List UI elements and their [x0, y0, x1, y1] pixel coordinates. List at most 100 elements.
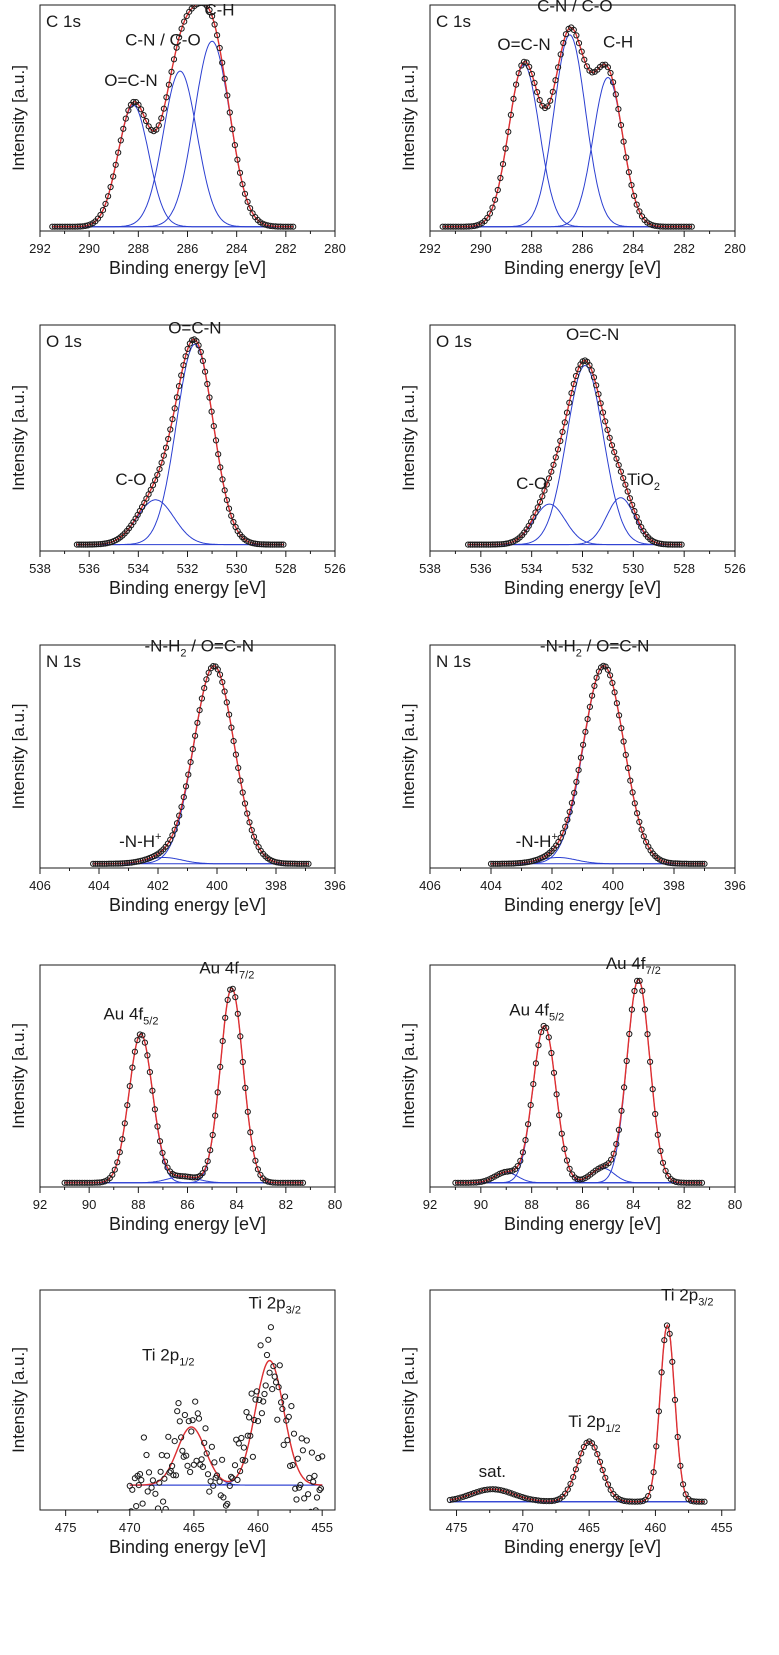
data-point — [167, 426, 174, 433]
x-tick-label: 290 — [78, 241, 100, 256]
data-point — [492, 541, 499, 548]
data-point — [581, 56, 588, 63]
data-point — [102, 540, 109, 547]
data-point — [185, 1418, 192, 1425]
peak-label-1-main: C-O — [115, 470, 146, 489]
data-point — [175, 383, 183, 390]
data-point — [228, 512, 235, 519]
data-point — [298, 1435, 305, 1442]
data-point — [203, 1450, 210, 1457]
data-point — [663, 1322, 671, 1329]
data-point — [631, 987, 638, 995]
data-point — [627, 777, 634, 784]
data-point — [566, 399, 573, 406]
data-point — [465, 541, 472, 548]
data-point — [513, 81, 520, 88]
component-curve-1 — [52, 70, 294, 228]
data-point — [170, 1472, 177, 1479]
data-point — [525, 1121, 532, 1128]
data-point — [249, 1145, 256, 1152]
data-point — [593, 382, 600, 389]
data-point — [171, 405, 178, 412]
peak-label-2: Ti 2p3/2 — [661, 1285, 713, 1308]
plot-area — [452, 977, 706, 1186]
data-point — [460, 1493, 467, 1500]
peak-label-1-main: Ti 2p — [568, 1412, 605, 1431]
plot-frame — [429, 4, 736, 232]
x-axis-label: Binding energy [eV] — [504, 895, 661, 915]
data-point — [621, 1084, 628, 1091]
data-point — [162, 1505, 169, 1510]
data-point — [124, 1102, 131, 1109]
data-point — [552, 454, 559, 461]
data-point — [203, 676, 210, 683]
data-point — [523, 859, 531, 866]
x-tick-label: 82 — [279, 1197, 293, 1212]
data-point — [109, 1171, 116, 1178]
data-point — [139, 1032, 146, 1039]
data-point — [612, 91, 619, 98]
data-point — [94, 860, 101, 867]
data-point — [172, 1472, 180, 1479]
data-point — [208, 408, 215, 415]
data-point — [631, 508, 638, 515]
data-point — [247, 205, 254, 212]
data-point — [133, 858, 140, 865]
peak-label-1-main: C-N / C-O — [125, 31, 201, 50]
data-point — [263, 1351, 271, 1359]
data-point — [607, 69, 614, 77]
data-point — [80, 541, 87, 548]
component-curve-0 — [76, 343, 284, 546]
core-level-label: O 1s — [436, 332, 472, 351]
plot-area — [49, 5, 297, 230]
x-axis-label: Binding energy [eV] — [109, 258, 266, 278]
data-point — [199, 1463, 206, 1471]
core-level-label: C 1s — [46, 12, 81, 31]
x-tick-label: 404 — [480, 878, 502, 893]
data-point — [517, 1157, 524, 1164]
data-point — [680, 1481, 687, 1488]
data-point — [244, 198, 251, 205]
data-point — [284, 860, 292, 867]
peak-label-1: Ti 2p1/2 — [568, 1412, 620, 1435]
data-point — [571, 789, 578, 797]
data-point — [211, 1459, 218, 1466]
data-point — [189, 1417, 196, 1424]
data-point — [246, 1414, 253, 1421]
data-point — [568, 390, 575, 397]
data-point — [247, 1129, 254, 1136]
x-tick-label: 84 — [626, 1197, 640, 1212]
core-level-label: O 1s — [46, 332, 82, 351]
data-point — [499, 860, 506, 867]
data-point — [269, 541, 276, 548]
data-point — [192, 1398, 199, 1405]
x-tick-label: 526 — [324, 561, 346, 576]
data-point — [102, 200, 109, 207]
data-point — [196, 707, 203, 714]
data-point — [173, 394, 180, 401]
data-point — [202, 368, 209, 375]
y-axis-label: Intensity [a.u.] — [399, 65, 418, 171]
data-point — [532, 509, 539, 516]
data-point — [573, 778, 580, 786]
y-axis-label: Intensity [a.u.] — [9, 704, 28, 810]
data-point — [647, 1058, 654, 1065]
data-point — [570, 26, 577, 33]
data-point — [586, 362, 593, 369]
plot-area — [73, 336, 287, 548]
data-point — [252, 540, 259, 547]
x-tick-label: 538 — [29, 561, 51, 576]
data-point — [249, 1453, 256, 1460]
data-point — [617, 468, 625, 475]
data-point — [586, 703, 594, 711]
data-point — [602, 418, 609, 425]
data-point — [219, 59, 226, 66]
data-point — [534, 504, 541, 511]
peak-label-1-sup: + — [155, 831, 161, 843]
data-point — [489, 204, 496, 211]
data-point — [130, 98, 137, 106]
data-point — [248, 827, 255, 834]
x-tick-label: 528 — [673, 561, 695, 576]
data-point — [119, 860, 126, 867]
peak-label-1-main: Au 4f — [199, 958, 239, 977]
